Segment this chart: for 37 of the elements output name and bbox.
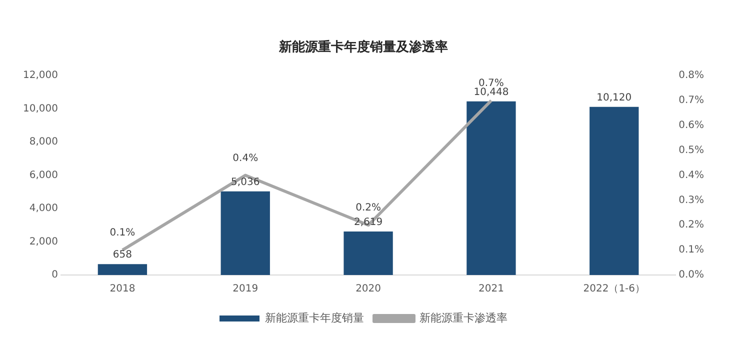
legend-label: 新能源重卡渗透率 xyxy=(420,311,508,324)
data-label: 0.4% xyxy=(232,152,258,164)
y2-tick-label: 0.2% xyxy=(678,220,704,231)
legend-label: 新能源重卡年度销量 xyxy=(265,311,364,324)
x-tick-label: 2019 xyxy=(232,284,258,295)
x-tick-label: 2018 xyxy=(110,284,136,295)
bar xyxy=(220,191,270,275)
y-tick-label: 10,000 xyxy=(22,103,58,114)
bar xyxy=(98,264,148,275)
data-label: 10,120 xyxy=(596,92,632,104)
bar xyxy=(590,106,639,275)
y2-tick-label: 0.6% xyxy=(678,120,704,132)
data-label: 5,036 xyxy=(231,176,260,188)
data-label: 658 xyxy=(112,250,132,261)
data-label: 2,619 xyxy=(354,217,383,228)
y-tick-label: 0 xyxy=(52,270,58,281)
x-tick-label: 2022（1-6） xyxy=(583,284,646,295)
y-tick-label: 2,000 xyxy=(29,236,58,248)
y2-tick-label: 0.1% xyxy=(678,244,704,256)
data-label: 0.1% xyxy=(110,228,136,239)
y2-tick-label: 0.5% xyxy=(678,144,704,156)
data-label: 0.2% xyxy=(356,202,381,214)
y-tick-label: 6,000 xyxy=(29,170,58,181)
y-tick-label: 8,000 xyxy=(29,136,58,148)
y2-tick-label: 0.0% xyxy=(678,270,704,281)
chart-title: 新能源重卡年度销量及渗透率 xyxy=(278,39,448,56)
y-tick-label: 12,000 xyxy=(22,70,58,82)
x-tick-label: 2021 xyxy=(478,284,504,295)
data-label: 10,448 xyxy=(474,86,509,98)
y2-tick-label: 0.4% xyxy=(678,170,704,181)
bar xyxy=(344,231,393,275)
y2-tick-label: 0.7% xyxy=(678,95,704,106)
y-tick-label: 4,000 xyxy=(29,203,58,214)
y2-tick-label: 0.3% xyxy=(678,194,704,206)
bar xyxy=(466,101,516,275)
x-tick-label: 2020 xyxy=(356,284,382,295)
y2-tick-label: 0.8% xyxy=(678,70,704,82)
